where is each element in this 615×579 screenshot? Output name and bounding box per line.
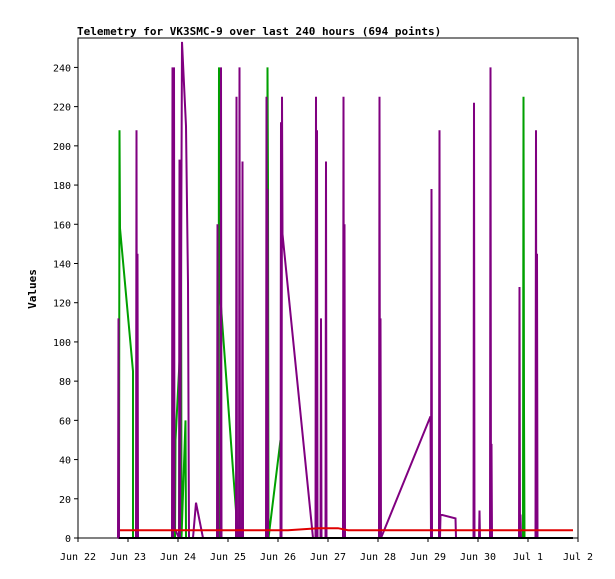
y-tick-label: 140 — [53, 259, 71, 270]
x-tick-label: Jun 29 — [410, 552, 446, 563]
x-tick-label: Jun 26 — [260, 552, 296, 563]
y-tick-label: 80 — [59, 377, 71, 388]
x-tick-label: Jul 2 — [563, 552, 593, 563]
y-tick-label: 40 — [59, 456, 71, 467]
x-tick-label: Jun 22 — [60, 552, 96, 563]
plot-frame — [77, 37, 579, 539]
x-tick-label: Jun 23 — [110, 552, 146, 563]
y-tick-label: 220 — [53, 103, 71, 114]
y-tick-label: 100 — [53, 338, 71, 349]
series-line-2 — [117, 41, 539, 539]
y-tick-label: 200 — [53, 142, 71, 153]
x-tick-label: Jun 30 — [460, 552, 496, 563]
x-axis: Jun 22 Jun 23 Jun 24 Jun 25 Jun 26 Jun 27 Jun … — [60, 538, 593, 563]
x-tick-label: Jun 25 — [210, 552, 246, 563]
y-tick-label: 160 — [53, 220, 71, 231]
y-tick-label: 60 — [59, 416, 71, 427]
plot-area — [77, 37, 579, 539]
y-tick-label: 20 — [59, 495, 71, 506]
y-tick-label: 0 — [65, 534, 71, 545]
x-tick-label: Jul 1 — [513, 552, 543, 563]
x-tick-label: Jun 27 — [310, 552, 346, 563]
x-tick-label: Jun 24 — [160, 552, 196, 563]
y-tick-label: 120 — [53, 299, 71, 310]
y-tick-label: 180 — [53, 181, 71, 192]
chart-title: Telemetry for VK3SMC-9 over last 240 hou… — [77, 25, 441, 38]
y-axis: 0 20 40 60 80 100 120 140 160 180 200 220 240 — [53, 63, 78, 545]
y-axis-label: Values — [26, 269, 39, 309]
series-line-3 — [120, 527, 573, 532]
y-tick-label: 240 — [53, 63, 71, 74]
series-layer — [117, 41, 573, 539]
x-tick-label: Jun 28 — [360, 552, 396, 563]
